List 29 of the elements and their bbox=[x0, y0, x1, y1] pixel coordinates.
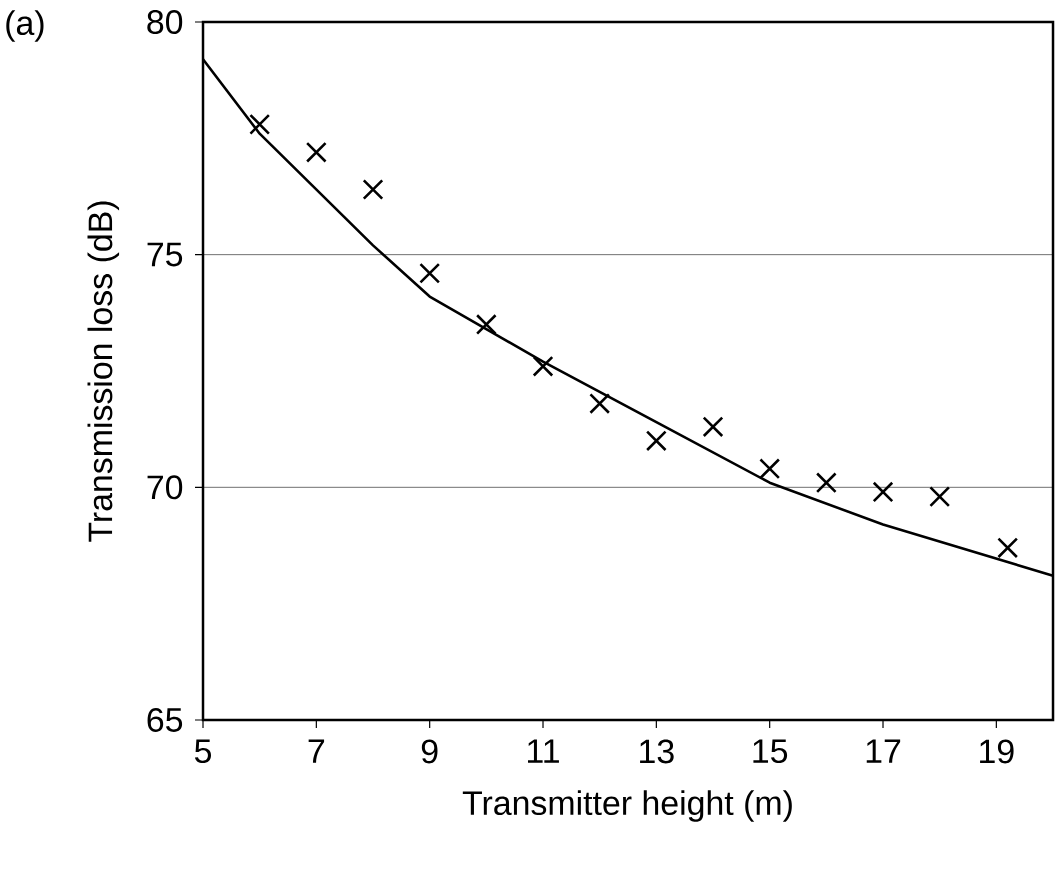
point bbox=[997, 537, 1019, 559]
point bbox=[305, 141, 327, 163]
y-tick-label: 75 bbox=[147, 242, 183, 267]
y-tick-label: 65 bbox=[147, 707, 183, 732]
point bbox=[362, 179, 384, 200]
y-tick-label: 70 bbox=[147, 475, 183, 500]
point bbox=[759, 458, 781, 480]
text: (a) bbox=[6, 10, 44, 42]
point bbox=[532, 355, 554, 377]
point bbox=[645, 430, 667, 452]
x-tick-label: 17 bbox=[866, 739, 901, 763]
y-tick-label: 80 bbox=[147, 9, 183, 34]
x-tick-label: 7 bbox=[308, 739, 325, 763]
x-axis-title: Transmitter height (m) bbox=[462, 790, 792, 822]
x-tick-label: 13 bbox=[640, 739, 674, 764]
x-tick-label: 9 bbox=[421, 739, 438, 764]
x-tick-label: 15 bbox=[753, 739, 788, 764]
x-tick-label: 19 bbox=[980, 739, 1014, 764]
point bbox=[249, 113, 271, 135]
x-tick-label: 11 bbox=[528, 739, 559, 763]
point bbox=[702, 416, 724, 438]
point bbox=[815, 472, 837, 494]
point bbox=[475, 313, 497, 335]
point bbox=[419, 262, 441, 284]
x-tick-label: 5 bbox=[194, 739, 212, 764]
point bbox=[929, 486, 951, 508]
point bbox=[872, 481, 894, 503]
point bbox=[589, 393, 611, 415]
y-axis-title: Transmission loss (dB) bbox=[87, 201, 120, 542]
